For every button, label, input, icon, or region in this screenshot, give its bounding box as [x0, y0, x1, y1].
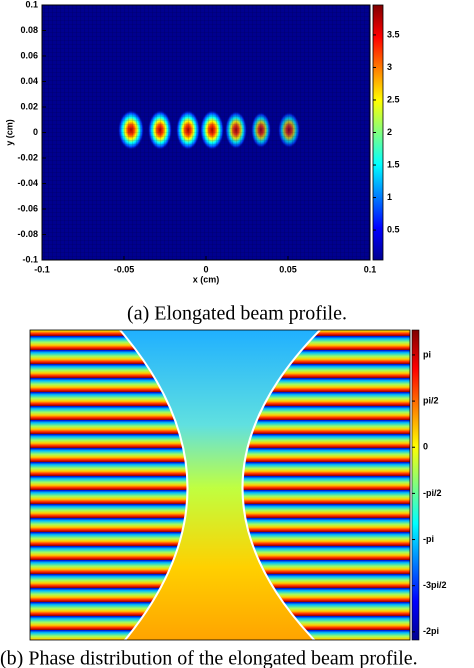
- y-tick-label: -0.04: [17, 178, 38, 188]
- x-tick-label: 0: [203, 264, 208, 274]
- y-tick-label: -0.1: [22, 254, 38, 264]
- y-tick-label: 0.1: [25, 0, 38, 9]
- colorbar-tick-label: -2pi: [423, 626, 439, 636]
- caption: (a) Elongated beam profile.: [127, 303, 347, 325]
- y-tick-label: -0.02: [17, 152, 38, 162]
- y-tick-label: 0: [33, 127, 38, 137]
- y-tick-label: -0.08: [17, 229, 38, 239]
- beam-image: [41, 4, 371, 261]
- colorbar-tick-label: 0: [423, 442, 428, 452]
- x-tick-label: -0.1: [34, 264, 50, 274]
- colorbar-tick-label: 3.5: [387, 29, 400, 39]
- colorbar: [411, 329, 420, 641]
- colorbar-tick-label: -3pi/2: [423, 580, 447, 590]
- y-tick-label: 0.04: [20, 76, 38, 86]
- y-tick-label: 0.06: [20, 50, 38, 60]
- y-tick-label: -0.06: [17, 203, 38, 213]
- colorbar-tick-label: pi: [423, 349, 431, 359]
- x-axis-label: x (cm): [193, 274, 220, 284]
- x-tick-label: 0.05: [279, 264, 297, 274]
- y-tick-label: 0.02: [20, 101, 38, 111]
- y-tick-label: 0.08: [20, 25, 38, 35]
- colorbar-tick-label: 0.5: [387, 224, 400, 234]
- colorbar-tick-label: pi/2: [423, 395, 439, 405]
- colorbar-tick-label: -pi/2: [423, 488, 442, 498]
- colorbar-tick-label: 1.5: [387, 159, 400, 169]
- y-axis-label: y (cm): [4, 119, 14, 146]
- colorbar-tick-label: 2.5: [387, 94, 400, 104]
- colorbar-tick-label: 2: [387, 127, 392, 137]
- phase-image: [30, 330, 410, 640]
- x-tick-label: 0.1: [364, 264, 377, 274]
- colorbar-tick-label: -pi: [423, 534, 434, 544]
- caption: (b) Phase distribution of the elongated …: [0, 648, 418, 668]
- plot-frame: [29, 329, 411, 641]
- x-tick-label: -0.05: [114, 264, 135, 274]
- colorbar-tick-label: 1: [387, 192, 392, 202]
- colorbar-tick-label: 3: [387, 62, 392, 72]
